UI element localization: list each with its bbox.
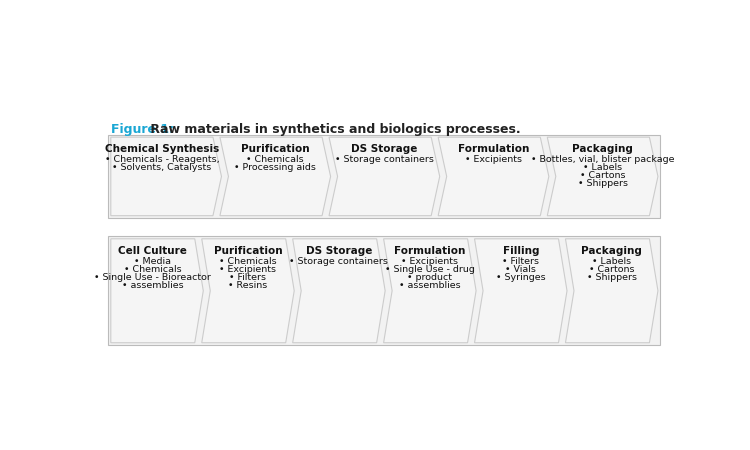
Text: Purification: Purification (241, 144, 310, 154)
Text: Cell Culture: Cell Culture (118, 246, 188, 256)
Bar (109, 237, 660, 345)
Text: • Single Use - drug: • Single Use - drug (385, 265, 475, 274)
Text: Purification: Purification (214, 246, 282, 256)
Text: • Single Use - Bioreactor: • Single Use - Bioreactor (94, 273, 212, 282)
Text: Packaging: Packaging (572, 144, 633, 154)
Text: • Storage containers: • Storage containers (335, 155, 433, 164)
Text: Raw materials in synthetics and biologics processes.: Raw materials in synthetics and biologic… (146, 123, 521, 136)
Polygon shape (566, 239, 658, 343)
Text: Filling: Filling (503, 246, 539, 256)
Text: • Filters: • Filters (503, 256, 539, 266)
Text: • Bottles, vial, blister package: • Bottles, vial, blister package (531, 155, 674, 164)
Text: • Processing aids: • Processing aids (234, 163, 316, 172)
Polygon shape (475, 239, 567, 343)
Text: • Labels: • Labels (583, 163, 622, 172)
Text: • product: • product (407, 273, 452, 282)
Text: • Chemicals: • Chemicals (247, 155, 304, 164)
Text: • Syringes: • Syringes (496, 273, 545, 282)
Polygon shape (548, 137, 658, 216)
Text: • Media: • Media (134, 256, 171, 266)
Text: • Solvents, Catalysts: • Solvents, Catalysts (112, 163, 212, 172)
Text: DS Storage: DS Storage (306, 246, 372, 256)
Text: Figure 1:: Figure 1: (111, 123, 174, 136)
Text: • Labels: • Labels (592, 256, 632, 266)
Text: • Resins: • Resins (228, 281, 268, 290)
Text: DS Storage: DS Storage (351, 144, 418, 154)
Text: • assemblies: • assemblies (399, 281, 460, 290)
Text: • assemblies: • assemblies (122, 281, 184, 290)
Polygon shape (329, 137, 440, 216)
Text: • Cartons: • Cartons (589, 265, 634, 274)
Bar (109, 135, 660, 218)
Text: • Cartons: • Cartons (580, 171, 626, 180)
Polygon shape (220, 137, 331, 216)
Text: • Excipients: • Excipients (465, 155, 522, 164)
Polygon shape (438, 137, 549, 216)
Polygon shape (111, 239, 203, 343)
Text: • Chemicals: • Chemicals (124, 265, 182, 274)
Polygon shape (111, 137, 221, 216)
Text: • Excipients: • Excipients (220, 265, 277, 274)
Text: Chemical Synthesis: Chemical Synthesis (105, 144, 219, 154)
Text: Packaging: Packaging (581, 246, 642, 256)
Text: • Shippers: • Shippers (578, 179, 628, 188)
Text: • Filters: • Filters (230, 273, 266, 282)
Polygon shape (292, 239, 386, 343)
Text: • Excipients: • Excipients (401, 256, 458, 266)
Text: • Chemicals - Reagents,: • Chemicals - Reagents, (104, 155, 219, 164)
Polygon shape (202, 239, 294, 343)
Text: • Chemicals: • Chemicals (219, 256, 277, 266)
Text: Formulation: Formulation (394, 246, 466, 256)
Text: Formulation: Formulation (458, 144, 530, 154)
Text: • Storage containers: • Storage containers (290, 256, 388, 266)
Text: • Shippers: • Shippers (586, 273, 637, 282)
Text: • Vials: • Vials (506, 265, 536, 274)
Polygon shape (383, 239, 476, 343)
